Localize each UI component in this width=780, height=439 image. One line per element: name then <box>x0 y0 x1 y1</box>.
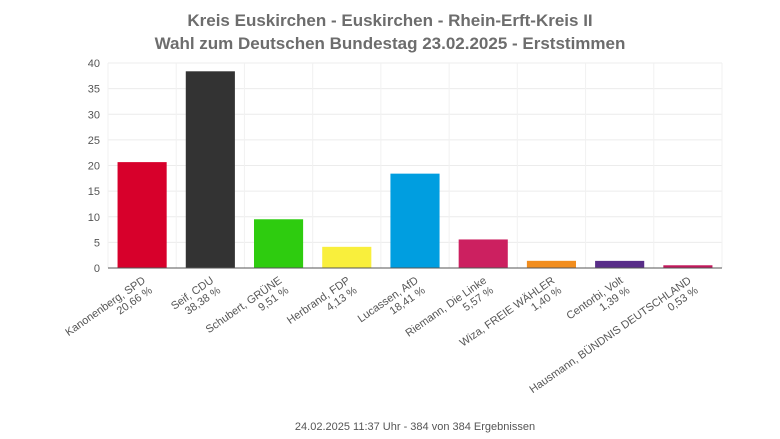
y-tick-label: 35 <box>88 84 100 96</box>
y-axis-ticks: 0 5 10 15 20 25 30 35 40 <box>88 58 100 275</box>
y-tick-label: 25 <box>88 135 100 147</box>
bar <box>322 246 372 268</box>
bar <box>458 239 508 268</box>
y-tick-label: 40 <box>88 58 100 70</box>
bars <box>117 71 713 269</box>
y-tick-label: 0 <box>94 263 100 275</box>
bar <box>390 173 440 268</box>
category-label: Herbrand, FDP4,13 % <box>285 275 360 337</box>
category-label: Schubert, GRÜNE9,51 % <box>204 275 292 346</box>
footer-status: 24.02.2025 11:37 Uhr - 384 von 384 Ergeb… <box>295 421 535 433</box>
bar <box>117 162 167 268</box>
category-label: Kanonenberg, SPD20,66 % <box>63 275 155 349</box>
y-tick-label: 15 <box>88 186 100 198</box>
bar <box>526 260 577 268</box>
y-tick-label: 30 <box>88 109 100 121</box>
bar <box>185 71 235 269</box>
y-tick-label: 20 <box>88 161 100 173</box>
chart-title-line-1: Kreis Euskirchen - Euskirchen - Rhein-Er… <box>187 11 592 30</box>
y-tick-label: 10 <box>88 212 100 224</box>
category-label: Seif, CDU38,38 % <box>169 275 223 323</box>
bar <box>663 265 713 268</box>
bar <box>253 219 304 268</box>
chart-title-line-2: Wahl zum Deutschen Bundestag 23.02.2025 … <box>155 34 626 53</box>
y-tick-label: 5 <box>94 237 100 249</box>
category-labels: Kanonenberg, SPD20,66 % Seif, CDU38,38 %S… <box>63 275 700 396</box>
bar <box>595 260 645 268</box>
